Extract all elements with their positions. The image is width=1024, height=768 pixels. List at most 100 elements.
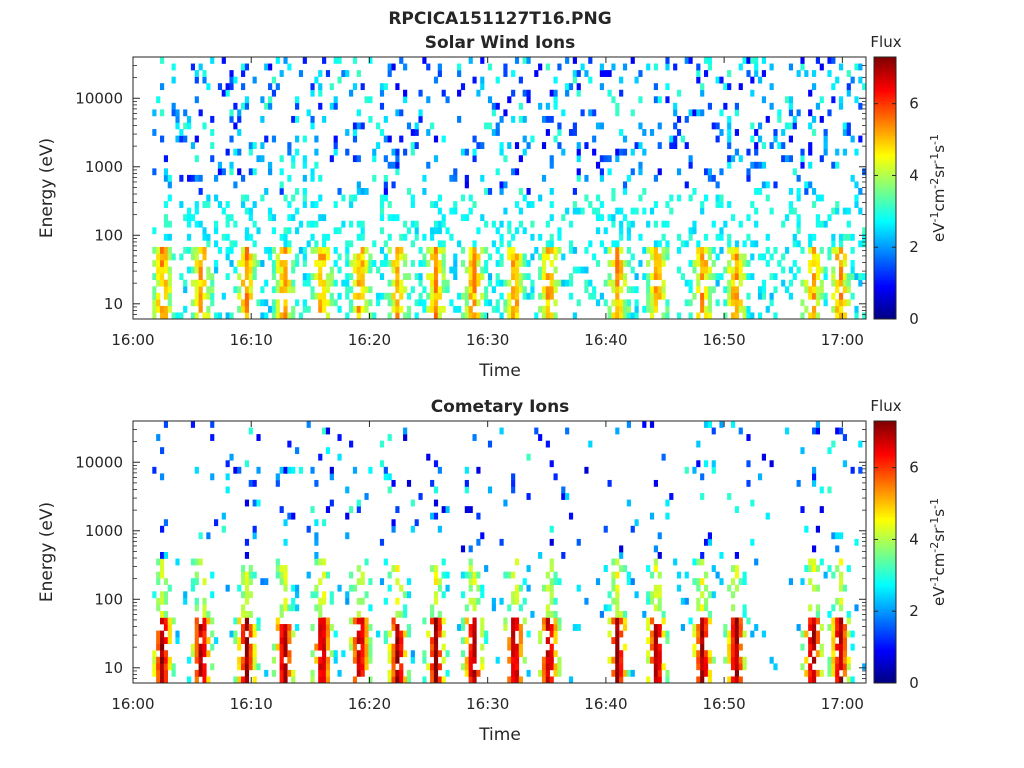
heatmap-cell: [194, 220, 199, 228]
heatmap-cell: [302, 279, 307, 287]
heatmap-cell: [781, 253, 786, 261]
heatmap-cell: [244, 624, 250, 631]
heatmap-cell: [395, 650, 400, 658]
colorbar-step: [874, 626, 896, 629]
heatmap-cell: [700, 637, 705, 644]
heatmap-cell: [653, 630, 658, 638]
heatmap-cell: [198, 273, 203, 280]
heatmap-cell: [352, 194, 358, 202]
heatmap-cell: [850, 676, 855, 684]
heatmap-cell: [653, 246, 658, 254]
heatmap-cell: [383, 466, 388, 474]
heatmap-cell: [468, 253, 473, 261]
colorbar-step: [874, 57, 896, 60]
colorbar-units-label: eV-1cm-2sr-1s-1: [928, 134, 949, 242]
heatmap-cell: [742, 656, 747, 664]
heatmap-cell: [862, 663, 867, 671]
heatmap-cell: [237, 129, 242, 136]
heatmap-cell: [194, 630, 199, 638]
heatmap-cell: [406, 122, 412, 130]
heatmap-cell: [271, 312, 277, 320]
heatmap-cell: [707, 253, 712, 261]
heatmap-cell: [310, 233, 315, 241]
heatmap-cell: [811, 427, 817, 435]
heatmap-cell: [426, 96, 431, 104]
heatmap-cell: [279, 466, 284, 474]
heatmap-cell: [827, 663, 832, 671]
heatmap-cell: [368, 650, 373, 658]
colorbar-step: [874, 105, 896, 108]
heatmap-cell: [854, 538, 859, 546]
heatmap-cell: [665, 246, 670, 254]
heatmap-cell: [441, 279, 446, 287]
heatmap-cell: [391, 519, 396, 527]
heatmap-cell: [765, 115, 770, 123]
heatmap-cell: [341, 70, 346, 77]
heatmap-cell: [233, 466, 238, 474]
heatmap-cell: [221, 233, 226, 241]
heatmap-cell: [418, 493, 423, 500]
heatmap-cell: [252, 76, 257, 84]
heatmap-cell: [707, 610, 712, 618]
heatmap-cell: [615, 597, 620, 605]
heatmap-cell: [545, 584, 550, 592]
heatmap-cell: [248, 279, 253, 287]
heatmap-cell: [804, 656, 809, 664]
heatmap-cell: [727, 129, 732, 136]
heatmap-cell: [225, 273, 230, 280]
heatmap-cell: [387, 630, 392, 638]
heatmap-cell: [808, 233, 813, 241]
colorbar-step: [874, 288, 896, 292]
colorbar-step: [874, 78, 896, 82]
heatmap-cell: [217, 161, 223, 169]
heatmap-cell: [194, 669, 199, 677]
heatmap-cell: [676, 115, 682, 123]
heatmap-cell: [244, 617, 250, 625]
heatmap-cell: [437, 63, 442, 71]
heatmap-cell: [202, 663, 207, 671]
heatmap-cell: [190, 312, 196, 320]
heatmap-cell: [325, 624, 331, 631]
heatmap-cell: [815, 312, 821, 320]
heatmap-cell: [619, 260, 624, 267]
colorbar-step: [874, 663, 896, 666]
heatmap-cell: [769, 102, 774, 110]
heatmap-cell: [746, 292, 751, 300]
heatmap-cell: [252, 650, 257, 658]
heatmap-cell: [325, 663, 331, 671]
heatmap-cell: [217, 168, 223, 176]
heatmap-cell: [576, 89, 581, 97]
heatmap-cell: [202, 676, 207, 684]
heatmap-cell: [846, 220, 851, 228]
heatmap-cell: [460, 624, 466, 631]
heatmap-cell: [499, 253, 504, 261]
colorbar-step: [874, 449, 896, 452]
heatmap-cell: [349, 617, 354, 625]
heatmap-cell: [441, 214, 446, 222]
heatmap-cell: [214, 266, 219, 274]
heatmap-cell: [160, 617, 165, 625]
heatmap-cell: [418, 273, 423, 280]
colorbar-step: [874, 227, 896, 230]
heatmap-cell: [160, 253, 165, 261]
heatmap-cell: [325, 233, 331, 241]
heatmap-cell: [854, 63, 859, 71]
heatmap-cell: [318, 246, 323, 254]
heatmap-cell: [835, 253, 840, 261]
heatmap-cell: [719, 194, 724, 202]
heatmap-cell: [703, 571, 709, 579]
heatmap-cell: [495, 129, 500, 136]
heatmap-cell: [433, 260, 439, 267]
heatmap-cell: [692, 650, 697, 658]
heatmap-cell: [738, 656, 743, 664]
heatmap-cell: [163, 597, 169, 605]
heatmap-cell: [333, 260, 338, 267]
heatmap-cell: [549, 565, 554, 572]
heatmap-cell: [696, 109, 701, 117]
colorbar-step: [874, 499, 896, 503]
heatmap-cell: [318, 676, 323, 684]
colorbar-step: [874, 198, 896, 202]
heatmap-cell: [619, 676, 624, 684]
heatmap-cell: [607, 656, 612, 664]
heatmap-cell: [241, 253, 246, 261]
